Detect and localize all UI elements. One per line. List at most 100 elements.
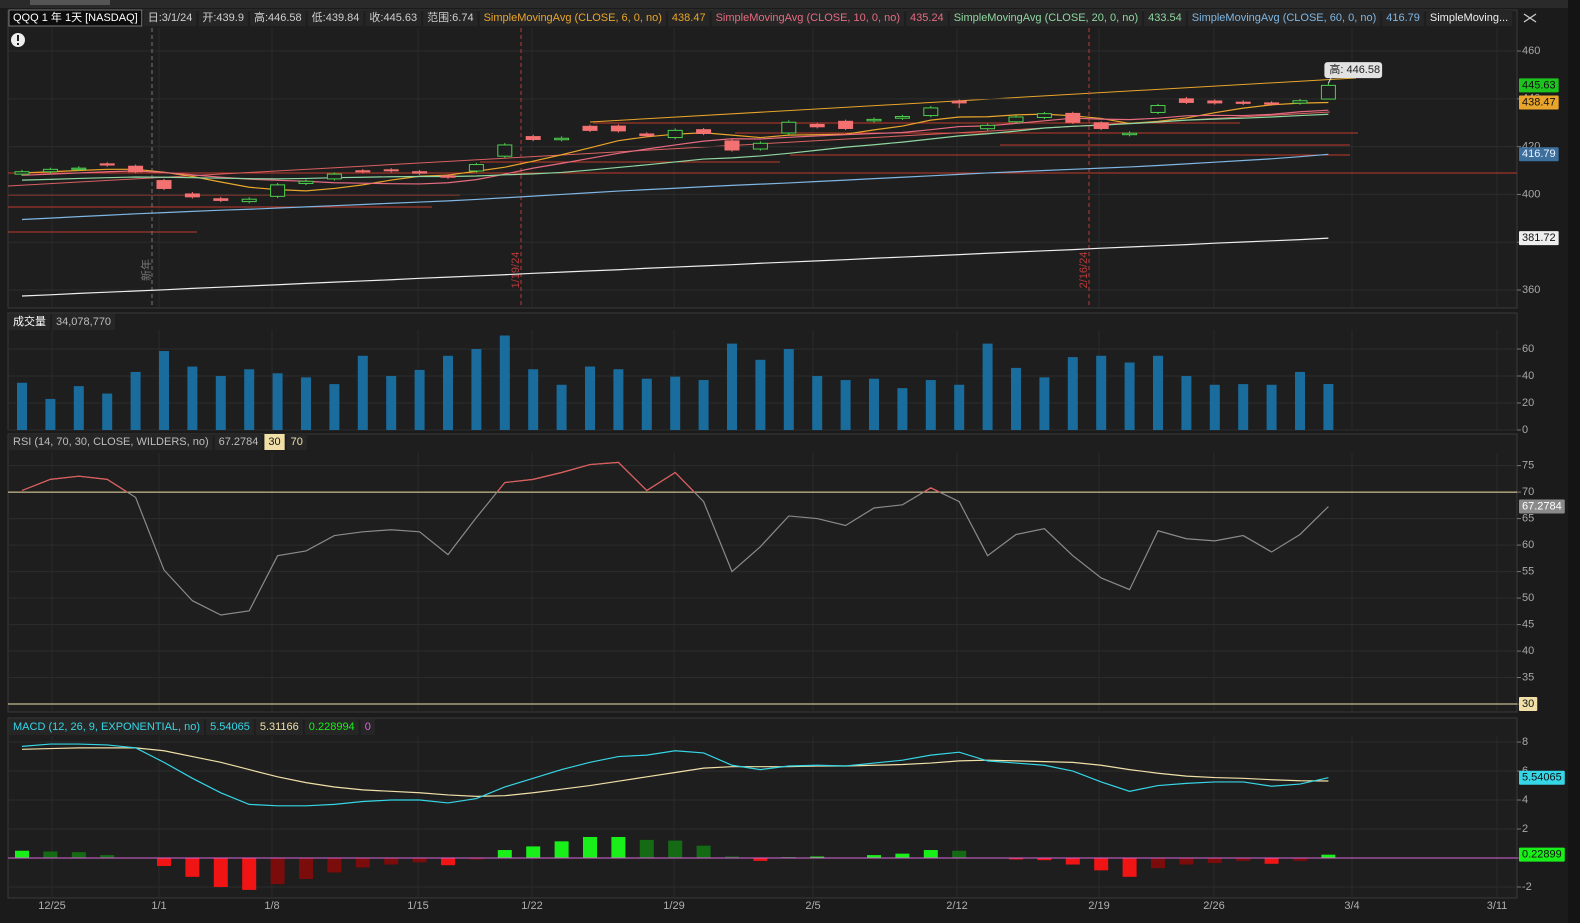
y-tick-label: 400 <box>1522 188 1540 200</box>
histogram-bar <box>1207 858 1222 864</box>
histogram-bar <box>497 850 512 858</box>
volume-bar <box>1039 377 1050 430</box>
panel-title: RSI (14, 70, 30, CLOSE, WILDERS, no) <box>9 434 213 450</box>
x-tick-label: 1/29 <box>663 900 684 912</box>
legend-value: 0.228994 <box>304 719 359 735</box>
chip-part: 439.84 <box>326 12 360 24</box>
chip-text: 67.2784 <box>219 436 259 448</box>
axis-value-chip: 416.79 <box>1519 147 1559 162</box>
chip-part: 日: <box>148 12 162 24</box>
chip-bg <box>198 10 248 26</box>
icon-settings[interactable] <box>1523 13 1537 23</box>
volume-bar <box>187 366 198 430</box>
candle-body <box>1036 113 1052 118</box>
volume-bar <box>528 369 539 430</box>
chip-bg <box>286 434 307 450</box>
x-tick-label: 2/5 <box>805 900 820 912</box>
legend-value: 433.54 <box>1144 10 1186 26</box>
volume-bar <box>585 366 595 430</box>
toolbar-field[interactable] <box>30 0 110 5</box>
volume-bar <box>982 343 993 430</box>
quote-chip: 收:445.63 <box>365 10 422 26</box>
chip-part: 439.9 <box>216 12 244 24</box>
volume-bar <box>329 384 340 430</box>
x-tick-label: 1/15 <box>407 900 428 912</box>
alert-dot <box>17 43 19 45</box>
alert-bar <box>17 35 19 41</box>
chip-part: 70 <box>291 436 303 448</box>
chip-text: 70 <box>291 436 303 448</box>
volume-bar <box>130 371 141 430</box>
legend-entry: SimpleMovingAvg (CLOSE, 6, 0, no) <box>479 10 666 26</box>
annotation-label: 新年 <box>139 259 153 281</box>
volume-bar <box>244 369 255 430</box>
chip-bg <box>307 10 364 26</box>
tooltip-text: 高: 446.58 <box>1329 62 1380 76</box>
chip-bg <box>423 10 478 26</box>
x-tick-label: 3/11 <box>1487 900 1508 912</box>
chip-bg <box>1519 231 1559 246</box>
x-tick-label: 2/19 <box>1088 900 1109 912</box>
chip-bg <box>9 434 213 450</box>
x-tick-label: 1/1 <box>151 900 166 912</box>
x-tick-label: 3/4 <box>1344 900 1359 912</box>
chip-text: 30 <box>268 436 280 448</box>
candle-body <box>184 193 200 198</box>
y-tick-label: 55 <box>1522 565 1534 577</box>
legend-entry: SimpleMoving... <box>1425 10 1513 26</box>
volume-bar <box>925 380 936 430</box>
candle-body <box>440 175 456 178</box>
tooltip-label: 高: <box>1329 62 1343 76</box>
chip-bg <box>1519 95 1559 110</box>
histogram-bar <box>270 858 285 885</box>
chip-text: 435.24 <box>910 12 944 24</box>
histogram-bar <box>384 858 399 865</box>
chip-text: SimpleMovingAvg (CLOSE, 6, 0, no) <box>484 12 662 24</box>
chip-bg <box>1519 847 1565 862</box>
macd-line <box>21 743 1329 807</box>
axis-value-label: 438.47 <box>1522 96 1556 108</box>
chip-bg <box>9 719 205 735</box>
chip-part: 438.47 <box>672 12 706 24</box>
candle-body <box>838 120 854 129</box>
chip-bg <box>1144 10 1186 26</box>
y-tick-label: 40 <box>1522 645 1534 657</box>
chip-text: 438.47 <box>672 12 706 24</box>
candle-body <box>71 167 87 170</box>
histogram-bar <box>1236 858 1251 861</box>
volume-bar <box>272 373 283 430</box>
chip-text: SimpleMovingAvg (CLOSE, 60, 0, no) <box>1192 12 1376 24</box>
drawing-trendline <box>589 77 1357 123</box>
chip-text: 5.31166 <box>260 721 299 733</box>
histogram-bar <box>412 858 427 863</box>
axis-value-chip: 30 <box>1519 697 1538 712</box>
volume-bar <box>1238 384 1249 430</box>
chip-text: MACD (12, 26, 9, EXPONENTIAL, no) <box>13 721 200 733</box>
chip-part: 3/1/24 <box>162 12 193 24</box>
chip-bg <box>711 10 905 26</box>
chip-bg <box>1187 10 1381 26</box>
volume-bar <box>1323 383 1334 430</box>
legend-value: 438.47 <box>667 10 710 26</box>
volume-bar <box>499 335 510 430</box>
candle-body <box>923 107 939 117</box>
histogram-bar <box>327 858 342 873</box>
chip-part: 67.2784 <box>219 436 259 448</box>
chip-part: MACD (12, 26, 9, EXPONENTIAL, no) <box>13 721 200 733</box>
axis-value-chip: 67.2784 <box>1519 499 1565 514</box>
candle-body <box>298 180 314 184</box>
chip-bg <box>1519 499 1565 514</box>
legend-value: 5.54065 <box>206 719 254 735</box>
candle-body <box>213 198 229 201</box>
chip-part: 范围: <box>427 10 452 24</box>
volume-bar <box>613 369 624 430</box>
volume-bar <box>1011 367 1021 430</box>
chip-part: 416.79 <box>1386 12 1420 24</box>
alert-icon[interactable] <box>11 33 25 47</box>
x-tick-label: 1/8 <box>264 900 279 912</box>
histogram-bar <box>441 858 455 866</box>
rsi-panel <box>7 433 1518 713</box>
chip-bg <box>8 9 143 27</box>
chip-bg <box>255 719 303 735</box>
